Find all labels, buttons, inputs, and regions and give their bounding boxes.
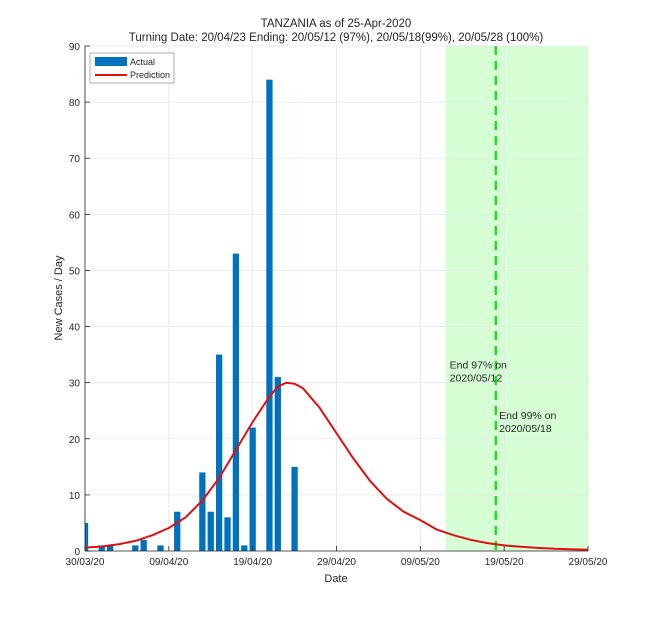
y-tick-label: 0 (74, 547, 80, 558)
bar-actual (274, 377, 281, 551)
legend: Actual Prediction (89, 52, 175, 84)
bar-actual (132, 545, 139, 551)
bar-actual (266, 79, 273, 551)
x-tick-label: 09/05/20 (401, 557, 440, 568)
bar-actual (199, 472, 206, 551)
bar-actual (232, 253, 240, 551)
x-axis-label: Date (324, 573, 347, 585)
shaded-ending-region (445, 46, 588, 551)
y-tick-label: 20 (69, 435, 81, 446)
bar-actual (224, 517, 231, 551)
annotation-text: 2020/05/18 (499, 423, 552, 435)
x-tick-label: 19/04/20 (233, 557, 272, 568)
bar-actual (249, 427, 256, 551)
y-tick-label: 40 (69, 323, 81, 334)
chart-title: TANZANIA as of 25-Apr-2020 (261, 18, 412, 30)
legend-prediction-label: Prediction (130, 70, 170, 80)
x-tick-label: 29/05/20 (569, 557, 608, 568)
y-axis-label: New Cases / Day (53, 255, 65, 340)
y-tick-label: 60 (69, 210, 81, 221)
y-tick-label: 80 (69, 98, 81, 109)
y-tick-label: 10 (69, 491, 81, 502)
annotation-text: End 99% on (499, 410, 556, 422)
bar-actual (140, 539, 147, 551)
annotation-text: 2020/05/12 (450, 373, 503, 385)
bar-actual (107, 545, 114, 551)
bar-actual (98, 545, 105, 551)
bar-actual (207, 511, 214, 551)
x-tick-label: 30/03/20 (66, 557, 105, 568)
y-tick-label: 30 (69, 379, 81, 390)
x-tick-label: 19/05/20 (485, 557, 524, 568)
chart-subtitle: Turning Date: 20/04/23 Ending: 20/05/12 … (129, 32, 544, 44)
legend-actual-label: Actual (130, 57, 155, 67)
annotation-text: End 97% on (450, 360, 507, 372)
bar-actual (215, 354, 223, 551)
bar-actual (174, 511, 181, 551)
y-tick-label: 70 (69, 154, 81, 165)
bar-actual (291, 466, 298, 551)
prediction-line (84, 381, 589, 551)
x-tick-label: 29/04/20 (317, 557, 356, 568)
y-tick-label: 50 (69, 266, 81, 277)
bar-actual (241, 545, 248, 551)
x-tick-label: 09/04/20 (149, 557, 188, 568)
legend-box (89, 52, 175, 84)
bar-actual (85, 522, 89, 551)
bar-actual (157, 545, 164, 551)
y-tick-label: 90 (69, 42, 81, 53)
legend-actual-swatch (95, 57, 127, 66)
